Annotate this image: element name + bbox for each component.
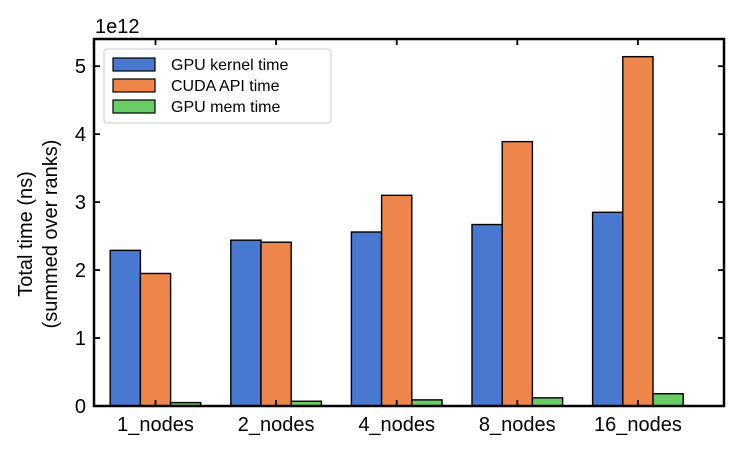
bar-16_nodes-cuda-api-time [622,55,654,407]
y-axis-label-line2: (summed over ranks) [40,140,62,329]
y-tick-label: 4 [75,124,86,146]
bar-4_nodes-gpu-kernel-time [350,231,383,407]
bar-8_nodes-cuda-api-time [501,140,534,407]
legend: GPU kernel time CUDA API time GPU mem time [103,48,332,124]
y-tick-label: 3 [75,192,86,214]
legend-label: GPU mem time [171,99,280,116]
x-tick-label: 2_nodes [238,414,315,436]
y-tick-label: 5 [75,56,86,78]
y-multiplier-label: 1e12 [95,16,140,38]
legend-swatch [112,78,156,93]
legend-label: GPU kernel time [171,57,288,74]
y-tick-label: 1 [75,328,86,350]
bar-16_nodes-gpu-kernel-time [591,211,624,407]
bar-8_nodes-gpu-kernel-time [471,223,503,407]
bar-16_nodes-gpu-mem-time [652,393,684,407]
axes-frame [92,37,726,408]
y-tick-label: 2 [75,260,86,282]
bar-2_nodes-cuda-api-time [260,241,292,407]
x-tick-label: 4_nodes [358,414,435,436]
x-tick-label: 16_nodes [594,414,682,436]
legend-label: CUDA API time [171,78,280,95]
plot-area [109,55,684,407]
legend-swatch [112,99,156,114]
bar-4_nodes-cuda-api-time [380,194,413,407]
legend-swatch [112,57,156,72]
bar-1_nodes-gpu-kernel-time [109,249,142,407]
legend-box [103,48,332,124]
y-tick-label: 0 [75,396,86,418]
axes: 0 1 2 3 4 5 1_nodes 2_nodes 4_nodes 8_nodes 16_nod… [75,37,726,436]
y-axis-label-line1: Total time (ns) [15,171,37,297]
bar-1_nodes-cuda-api-time [139,272,172,407]
x-tick-label: 8_nodes [479,414,556,436]
bar-2_nodes-gpu-kernel-time [230,239,262,407]
x-tick-label: 1_nodes [117,414,194,436]
